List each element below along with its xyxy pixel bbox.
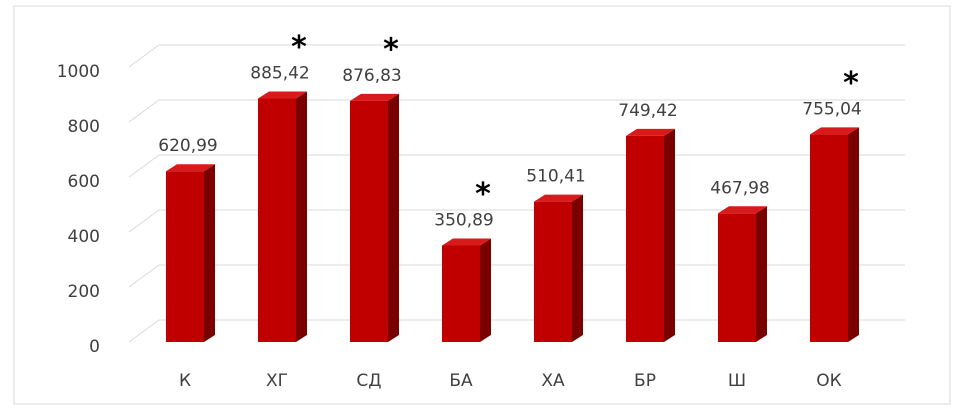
bar — [166, 171, 204, 342]
data-label: 510,41 — [526, 167, 585, 187]
bar-top — [626, 128, 675, 136]
bar — [350, 100, 388, 342]
chart-frame — [13, 5, 951, 405]
annotation: * — [475, 177, 491, 212]
grid-line — [128, 99, 905, 123]
x-tick-label: БР — [634, 371, 656, 391]
x-tick-label: ХГ — [266, 371, 288, 391]
x-tick-label: К — [179, 371, 191, 391]
x-tick-label: Ш — [728, 371, 746, 391]
bar-side — [848, 127, 859, 342]
data-label: 876,83 — [342, 66, 401, 86]
bar — [258, 98, 296, 343]
bar-side — [296, 91, 307, 343]
grid-line — [128, 44, 905, 68]
y-tick-label: 0 — [89, 337, 100, 357]
bar-side — [756, 206, 767, 342]
data-label: 885,42 — [250, 64, 309, 84]
x-tick-label: ОК — [816, 371, 841, 391]
annotation: * — [291, 30, 307, 65]
bar — [718, 213, 756, 342]
bar-top — [718, 206, 767, 214]
bar — [534, 201, 572, 342]
bar-side — [664, 128, 675, 342]
grid-line — [128, 154, 905, 178]
annotation: * — [383, 32, 399, 67]
data-label: 467,98 — [710, 178, 769, 198]
y-tick-label: 1000 — [57, 62, 100, 82]
data-label: 749,42 — [618, 101, 677, 121]
data-label: 755,04 — [802, 99, 861, 119]
x-tick-label: БА — [449, 371, 473, 391]
bar — [626, 135, 664, 342]
y-tick-label: 800 — [68, 117, 100, 137]
x-tick-label: ХА — [541, 371, 565, 391]
bar-top — [534, 194, 583, 202]
grid-line — [128, 209, 905, 233]
data-label: 350,89 — [434, 211, 493, 231]
grid-line — [128, 264, 905, 288]
bar-top — [258, 91, 307, 99]
bar-top — [166, 164, 215, 172]
bar-side — [572, 194, 583, 342]
bar-side — [388, 93, 399, 342]
y-tick-label: 600 — [68, 172, 100, 192]
bar-top — [350, 93, 399, 101]
bar-side — [204, 164, 215, 342]
y-tick-label: 200 — [68, 282, 100, 302]
bar — [442, 245, 480, 342]
grid-line — [128, 319, 905, 343]
bar-top — [442, 238, 491, 246]
x-tick-label: СД — [356, 371, 381, 391]
bar-side — [480, 238, 491, 342]
bar-top — [810, 127, 859, 135]
bar — [810, 134, 848, 342]
annotation: * — [843, 66, 859, 101]
y-tick-label: 400 — [68, 227, 100, 247]
data-label: 620,99 — [158, 136, 217, 156]
